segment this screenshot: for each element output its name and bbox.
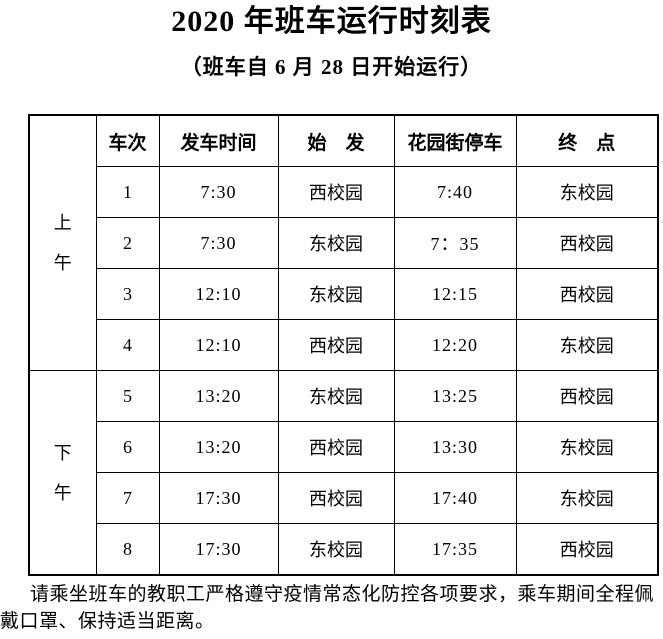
- cell-garden-stop: 7：35: [393, 217, 517, 269]
- bus-schedule-table: 上 午 车次 发车时间 始 发 花园街停车 终 点 1 7:30 西校园 7:4…: [28, 114, 659, 576]
- table-row: 8 17:30 东校园 17:35 西校园: [29, 523, 659, 576]
- cell-origin: 西校园: [277, 421, 395, 473]
- group-char: 上: [53, 213, 72, 233]
- cell-origin: 东校园: [277, 217, 395, 269]
- cell-terminal: 西校园: [515, 268, 659, 320]
- cell-depart-time: 12:10: [158, 319, 279, 371]
- cell-depart-time: 13:20: [158, 421, 279, 473]
- group-cell-morning: 上 午: [28, 114, 97, 371]
- cell-origin: 东校园: [277, 370, 395, 422]
- col-header-garden-street-stop: 花园街停车: [393, 114, 517, 167]
- cell-garden-stop: 12:15: [393, 268, 517, 320]
- cell-origin: 西校园: [277, 472, 395, 524]
- table-row: 1 7:30 西校园 7:40 东校园: [29, 166, 659, 218]
- cell-origin: 西校园: [277, 166, 395, 218]
- group-char: 午: [53, 253, 72, 273]
- col-header-depart-time: 发车时间: [158, 114, 279, 167]
- cell-terminal: 东校园: [515, 472, 659, 524]
- table-row: 4 12:10 西校园 12:20 东校园: [29, 319, 659, 371]
- group-cell-afternoon: 下 午: [28, 370, 97, 576]
- cell-garden-stop: 12:20: [393, 319, 517, 371]
- cell-depart-time: 17:30: [158, 472, 279, 524]
- col-header-origin: 始 发: [277, 114, 395, 167]
- group-label-afternoon: 下 午: [30, 444, 96, 502]
- cell-origin: 东校园: [277, 268, 395, 320]
- cell-garden-stop: 17:35: [393, 523, 517, 576]
- table-row: 2 7:30 东校园 7：35 西校园: [29, 217, 659, 269]
- table-row: 下 午 5 13:20 东校园 13:25 西校园: [28, 370, 659, 576]
- table-row: 3 12:10 东校园 12:15 西校园: [29, 268, 659, 320]
- cell-bus-no: 2: [95, 217, 160, 269]
- page-title: 2020 年班车运行时刻表: [171, 5, 492, 38]
- cell-bus-no: 6: [95, 421, 160, 473]
- cell-garden-stop: 13:25: [393, 370, 517, 422]
- cell-terminal: 西校园: [515, 523, 659, 576]
- cell-terminal: 东校园: [515, 421, 659, 473]
- cell-origin: 西校园: [277, 319, 395, 371]
- cell-bus-no: 3: [95, 268, 160, 320]
- cell-terminal: 西校园: [515, 217, 659, 269]
- cell-origin: 东校园: [277, 523, 395, 576]
- cell-bus-no: 8: [95, 523, 160, 576]
- cell-terminal: 东校园: [515, 319, 659, 371]
- cell-bus-no: 7: [95, 472, 160, 524]
- covid-notice-text: 请乘坐班车的教职工严格遵守疫情常态化防控各项要求，乘车期间全程佩戴口罩、保持适当…: [0, 584, 655, 632]
- cell-garden-stop: 13:30: [393, 421, 517, 473]
- cell-terminal: 西校园: [515, 370, 659, 422]
- cell-bus-no: 4: [95, 319, 160, 371]
- group-label-morning: 上 午: [30, 214, 96, 272]
- table-header-row: 上 午 车次 发车时间 始 发 花园街停车 终 点: [28, 114, 659, 371]
- group-char: 下: [53, 442, 72, 463]
- cell-depart-time: 7:30: [158, 217, 279, 269]
- group-char: 午: [53, 482, 72, 503]
- cell-terminal: 东校园: [515, 166, 659, 218]
- cell-garden-stop: 17:40: [393, 472, 517, 524]
- cell-depart-time: 7:30: [158, 166, 279, 218]
- col-header-bus-no: 车次: [95, 114, 160, 167]
- table-row: 6 13:20 西校园 13:30 东校园: [29, 421, 659, 473]
- page-subtitle: （班车自 6 月 28 日开始运行）: [180, 55, 483, 79]
- cell-bus-no: 1: [95, 166, 160, 218]
- table-row: 7 17:30 西校园 17:40 东校园: [29, 472, 659, 524]
- cell-depart-time: 12:10: [158, 268, 279, 320]
- cell-depart-time: 13:20: [158, 370, 279, 422]
- col-header-terminal: 终 点: [515, 114, 659, 167]
- cell-bus-no: 5: [95, 370, 160, 422]
- cell-depart-time: 17:30: [158, 523, 279, 576]
- cell-garden-stop: 7:40: [393, 166, 517, 218]
